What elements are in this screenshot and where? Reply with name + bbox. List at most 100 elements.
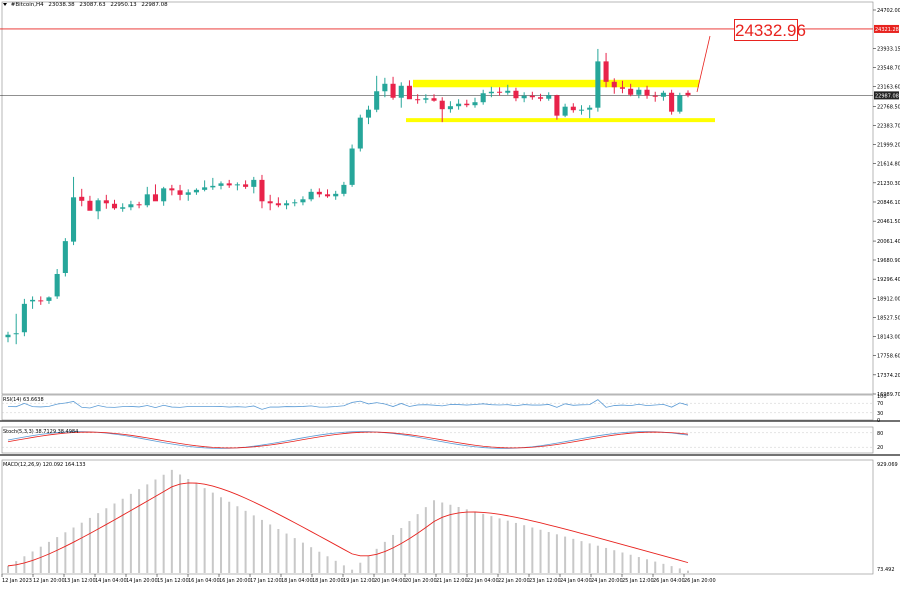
price-tick-label: 18527.50 <box>877 315 900 321</box>
candle-body <box>111 203 118 209</box>
candle-body <box>415 99 421 101</box>
candle-body <box>357 117 363 149</box>
current-price-label: 22987.08 <box>875 93 899 99</box>
candle-body <box>120 207 126 209</box>
candle-body <box>406 85 412 100</box>
candle-body <box>210 185 216 188</box>
candle-body <box>382 83 388 92</box>
candle-body <box>30 299 36 302</box>
candle-body <box>185 192 191 195</box>
candle-body <box>226 183 232 186</box>
candle-body <box>13 333 19 335</box>
time-tick-label: 19 Jan 12:00 <box>343 578 375 584</box>
price-tick-label: 16989.70 <box>877 392 900 398</box>
candle-body <box>161 188 167 202</box>
price-tick-label: 23548.70 <box>877 65 900 71</box>
symbol-header: #Bitcoin,H4 23038.38 23087.63 22950.13 2… <box>3 2 171 8</box>
candle-body <box>603 61 609 82</box>
ohlc-close: 22987.08 <box>141 2 168 8</box>
time-tick-label: 18 Jan 20:00 <box>312 578 344 584</box>
candle-body <box>546 95 552 99</box>
chevron-down-icon <box>3 3 7 6</box>
time-tick-label: 22 Jan 20:00 <box>498 578 530 584</box>
time-tick-label: 17 Jan 12:00 <box>250 578 282 584</box>
candle-body <box>529 95 535 98</box>
candle-body <box>562 106 568 116</box>
candle-body <box>324 194 331 197</box>
macd-signal-line <box>7 482 689 567</box>
candle-body <box>456 103 462 107</box>
candle-body <box>54 273 60 297</box>
candle-body <box>103 200 109 204</box>
candle-body <box>46 297 52 301</box>
macd-label: MACD(12,26,9) 120.092 164.133 <box>3 462 86 468</box>
candle-body <box>267 201 273 204</box>
candle-body <box>587 107 593 110</box>
time-tick-label: 14 Jan 04:00 <box>95 578 127 584</box>
candle-body <box>136 204 142 206</box>
macd-top-label: 929.069 <box>877 462 898 468</box>
projection-arrow <box>696 35 711 93</box>
time-tick-label: 16 Jan 20:00 <box>219 578 251 584</box>
time-tick-label: 12 Jan 20:00 <box>33 578 65 584</box>
candle-body <box>365 109 372 118</box>
main-panel-frame <box>1 1 874 395</box>
price-tick-label: 20846.10 <box>877 200 900 206</box>
time-tick-label: 14 Jan 20:00 <box>126 578 158 584</box>
candle-body <box>619 87 625 89</box>
candle-body <box>87 200 93 211</box>
rsi-level-label: 100 <box>877 394 887 400</box>
time-tick-label: 20 Jan 04:00 <box>374 578 406 584</box>
candle-body <box>349 148 355 185</box>
candle-body <box>21 303 27 333</box>
time-tick-label: 26 Jan 20:00 <box>684 578 716 584</box>
target-price-annotation: 24332.96 <box>734 19 806 41</box>
candle-body <box>300 199 306 203</box>
candle-body <box>38 300 44 302</box>
candle-body <box>497 91 503 93</box>
resistance-zone <box>413 79 699 88</box>
candle-body <box>652 95 658 97</box>
time-tick-label: 18 Jan 04:00 <box>281 578 313 584</box>
candle-body <box>308 191 314 200</box>
time-tick-label: 13 Jan 12:00 <box>64 578 96 584</box>
time-tick-label: 16 Jan 04:00 <box>188 578 220 584</box>
rsi-panel-frame <box>1 394 874 421</box>
candle-body <box>390 83 396 98</box>
candle-body <box>398 85 404 98</box>
rsi-level-label: 30 <box>877 411 883 417</box>
price-tick-label: 20461.50 <box>877 219 900 225</box>
candle-body <box>79 196 85 201</box>
candle-body <box>95 200 101 212</box>
candle-body <box>243 184 249 187</box>
candle-body <box>292 202 298 204</box>
candle-body <box>595 61 601 108</box>
price-tick-label: 19680.90 <box>877 258 900 264</box>
candle-body <box>660 92 666 97</box>
time-tick-label: 15 Jan 12:00 <box>157 578 189 584</box>
price-tick-label: 21230.30 <box>877 181 900 187</box>
candle-body <box>488 91 494 94</box>
rsi-level-label: 70 <box>877 401 883 407</box>
candle-body <box>177 190 183 195</box>
candle-body <box>251 179 257 187</box>
candle-body <box>611 81 617 88</box>
stoch-main-line <box>7 431 689 449</box>
candle-body <box>578 109 585 111</box>
candle-body <box>644 89 650 96</box>
candle-body <box>316 191 322 195</box>
rsi-line <box>7 399 689 410</box>
candle-body <box>128 204 134 208</box>
price-tick-label: 22768.50 <box>877 104 900 110</box>
rsi-level-label: 0 <box>877 418 880 424</box>
candle-body <box>447 106 453 110</box>
candle-body <box>333 193 339 197</box>
candle-body <box>521 95 527 99</box>
candle-body <box>144 194 150 206</box>
candle-body <box>537 97 544 99</box>
price-tick-label: 23933.15 <box>877 46 900 52</box>
candle-body <box>218 183 224 186</box>
time-tick-label: 20 Jan 20:00 <box>405 578 437 584</box>
price-tick-label: 21614.80 <box>877 162 900 168</box>
candle-body <box>472 102 478 106</box>
